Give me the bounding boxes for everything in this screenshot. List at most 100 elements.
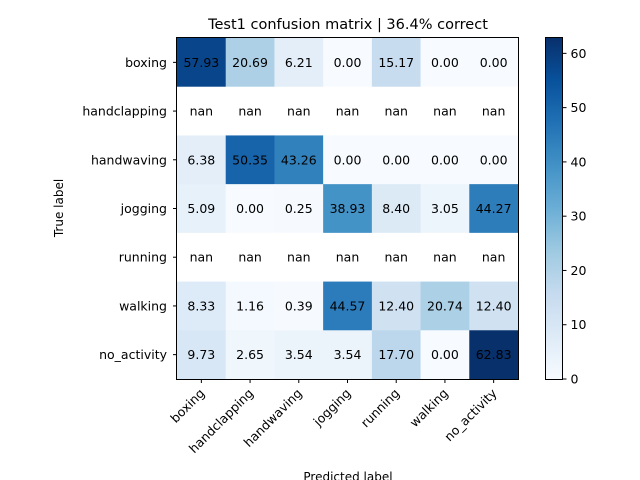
cell-value-label: 1.16 <box>236 298 264 313</box>
heatmap-cell <box>177 86 227 136</box>
cell-value-label: nan <box>336 104 360 119</box>
cell-value-label: 15.17 <box>378 55 414 70</box>
colorbar-tick-label: 40 <box>571 154 587 169</box>
heatmap-cell <box>177 184 227 234</box>
heatmap-cell <box>177 135 227 185</box>
heatmap-cell <box>323 330 373 380</box>
heatmap-cell <box>323 184 373 234</box>
cell-value-label: nan <box>238 250 262 265</box>
cell-labels: 57.93 20.69 6.21 0.00 15.17 0.00 0.00 nan nan nan… <box>183 55 511 362</box>
heatmap-cell <box>469 135 519 185</box>
heatmap-cell <box>225 232 275 283</box>
cell-value-label: 2.65 <box>236 347 264 362</box>
heatmap-cell <box>371 38 422 88</box>
y-tick-label: no_activity <box>99 347 167 362</box>
heatmap-cell <box>225 135 275 185</box>
y-tick-label: walking <box>119 298 167 313</box>
heatmap-cell <box>371 184 422 234</box>
cell-value-label: 20.69 <box>232 55 268 70</box>
cell-value-label: nan <box>482 250 506 265</box>
y-axis-label: True label <box>52 179 66 238</box>
heatmap-cell <box>420 330 470 380</box>
y-tick-label: handwaving <box>91 152 167 167</box>
cell-value-label: nan <box>482 104 506 119</box>
colorbar-tick-label: 60 <box>571 46 587 61</box>
cell-value-label: 0.00 <box>480 55 508 70</box>
heatmap-cell <box>420 86 470 136</box>
heatmap-cell <box>469 232 519 283</box>
heatmap-cell <box>371 135 422 185</box>
heatmap-cell <box>177 281 227 331</box>
cell-value-label: 38.93 <box>330 201 366 216</box>
y-axis: boxing handclapping handwaving jogging runni… <box>82 55 177 362</box>
heatmap-cell <box>177 38 227 88</box>
colorbar-tick-label: 50 <box>571 100 587 115</box>
heatmap-cell <box>420 232 470 283</box>
cell-value-label: 43.26 <box>281 152 317 167</box>
heatmap-cell <box>274 86 324 136</box>
heatmap-cell <box>420 38 470 88</box>
cell-value-label: 5.09 <box>187 201 215 216</box>
heatmap-cell <box>420 184 470 234</box>
cell-value-label: 0.00 <box>382 152 410 167</box>
cell-value-label: 0.00 <box>334 152 362 167</box>
heatmap-cell <box>225 330 275 380</box>
colorbar-tick-label: 0 <box>571 372 579 387</box>
cell-value-label: 0.00 <box>431 347 459 362</box>
heatmap-cell <box>469 330 519 380</box>
heatmap-cell <box>371 330 422 380</box>
cell-value-label: 9.73 <box>187 347 215 362</box>
cell-value-label: 17.70 <box>378 347 414 362</box>
heatmap-cell <box>177 232 227 283</box>
cell-value-label: nan <box>287 250 311 265</box>
colorbar-tick-label: 30 <box>571 209 587 224</box>
heatmap-cell <box>274 232 324 283</box>
y-tick-label: boxing <box>125 55 167 70</box>
x-axis-label: Predicted label <box>303 470 392 480</box>
x-tick-label: no_activity <box>441 385 500 444</box>
heatmap-cell <box>420 281 470 331</box>
cell-value-label: nan <box>336 250 360 265</box>
cell-value-label: 62.83 <box>476 347 512 362</box>
cell-value-label: 0.00 <box>334 55 362 70</box>
cell-value-label: 8.33 <box>187 298 215 313</box>
cell-value-label: 3.05 <box>431 201 459 216</box>
heatmap-cell <box>323 135 373 185</box>
cell-value-label: 0.00 <box>236 201 264 216</box>
cell-value-label: 20.74 <box>427 298 463 313</box>
heatmap-cell <box>323 38 373 88</box>
y-tick-label: running <box>119 250 167 265</box>
heatmap-cell <box>323 281 373 331</box>
heatmap-cell <box>323 86 373 136</box>
colorbar-tick-label: 20 <box>571 263 587 278</box>
chart-title: Test1 confusion matrix | 36.4% correct <box>207 17 488 33</box>
heatmap-cell <box>469 38 519 88</box>
heatmap-cell <box>274 330 324 380</box>
x-tick-label: boxing <box>167 386 207 426</box>
heatmap-cell <box>225 184 275 234</box>
cell-value-label: 3.54 <box>285 347 313 362</box>
cell-value-label: nan <box>433 250 457 265</box>
cell-value-label: 3.54 <box>334 347 362 362</box>
cell-value-label: 0.00 <box>480 152 508 167</box>
cell-value-label: 50.35 <box>232 152 268 167</box>
cell-value-label: 44.27 <box>476 201 512 216</box>
colorbar <box>545 37 563 380</box>
heatmap-cell <box>371 281 422 331</box>
heatmap-cells <box>177 38 519 380</box>
heatmap-cell <box>177 330 227 380</box>
cell-value-label: nan <box>190 250 214 265</box>
heatmap-cell <box>274 38 324 88</box>
cell-value-label: 0.00 <box>431 152 459 167</box>
heatmap-cell <box>274 135 324 185</box>
cell-value-label: nan <box>287 104 311 119</box>
cell-value-label: 0.00 <box>431 55 459 70</box>
cell-value-label: 57.93 <box>183 55 219 70</box>
cell-value-label: 6.38 <box>187 152 215 167</box>
cell-value-label: nan <box>238 104 262 119</box>
cell-value-label: 0.25 <box>285 201 313 216</box>
heatmap-cell <box>371 86 422 136</box>
heatmap-cell <box>274 281 324 331</box>
